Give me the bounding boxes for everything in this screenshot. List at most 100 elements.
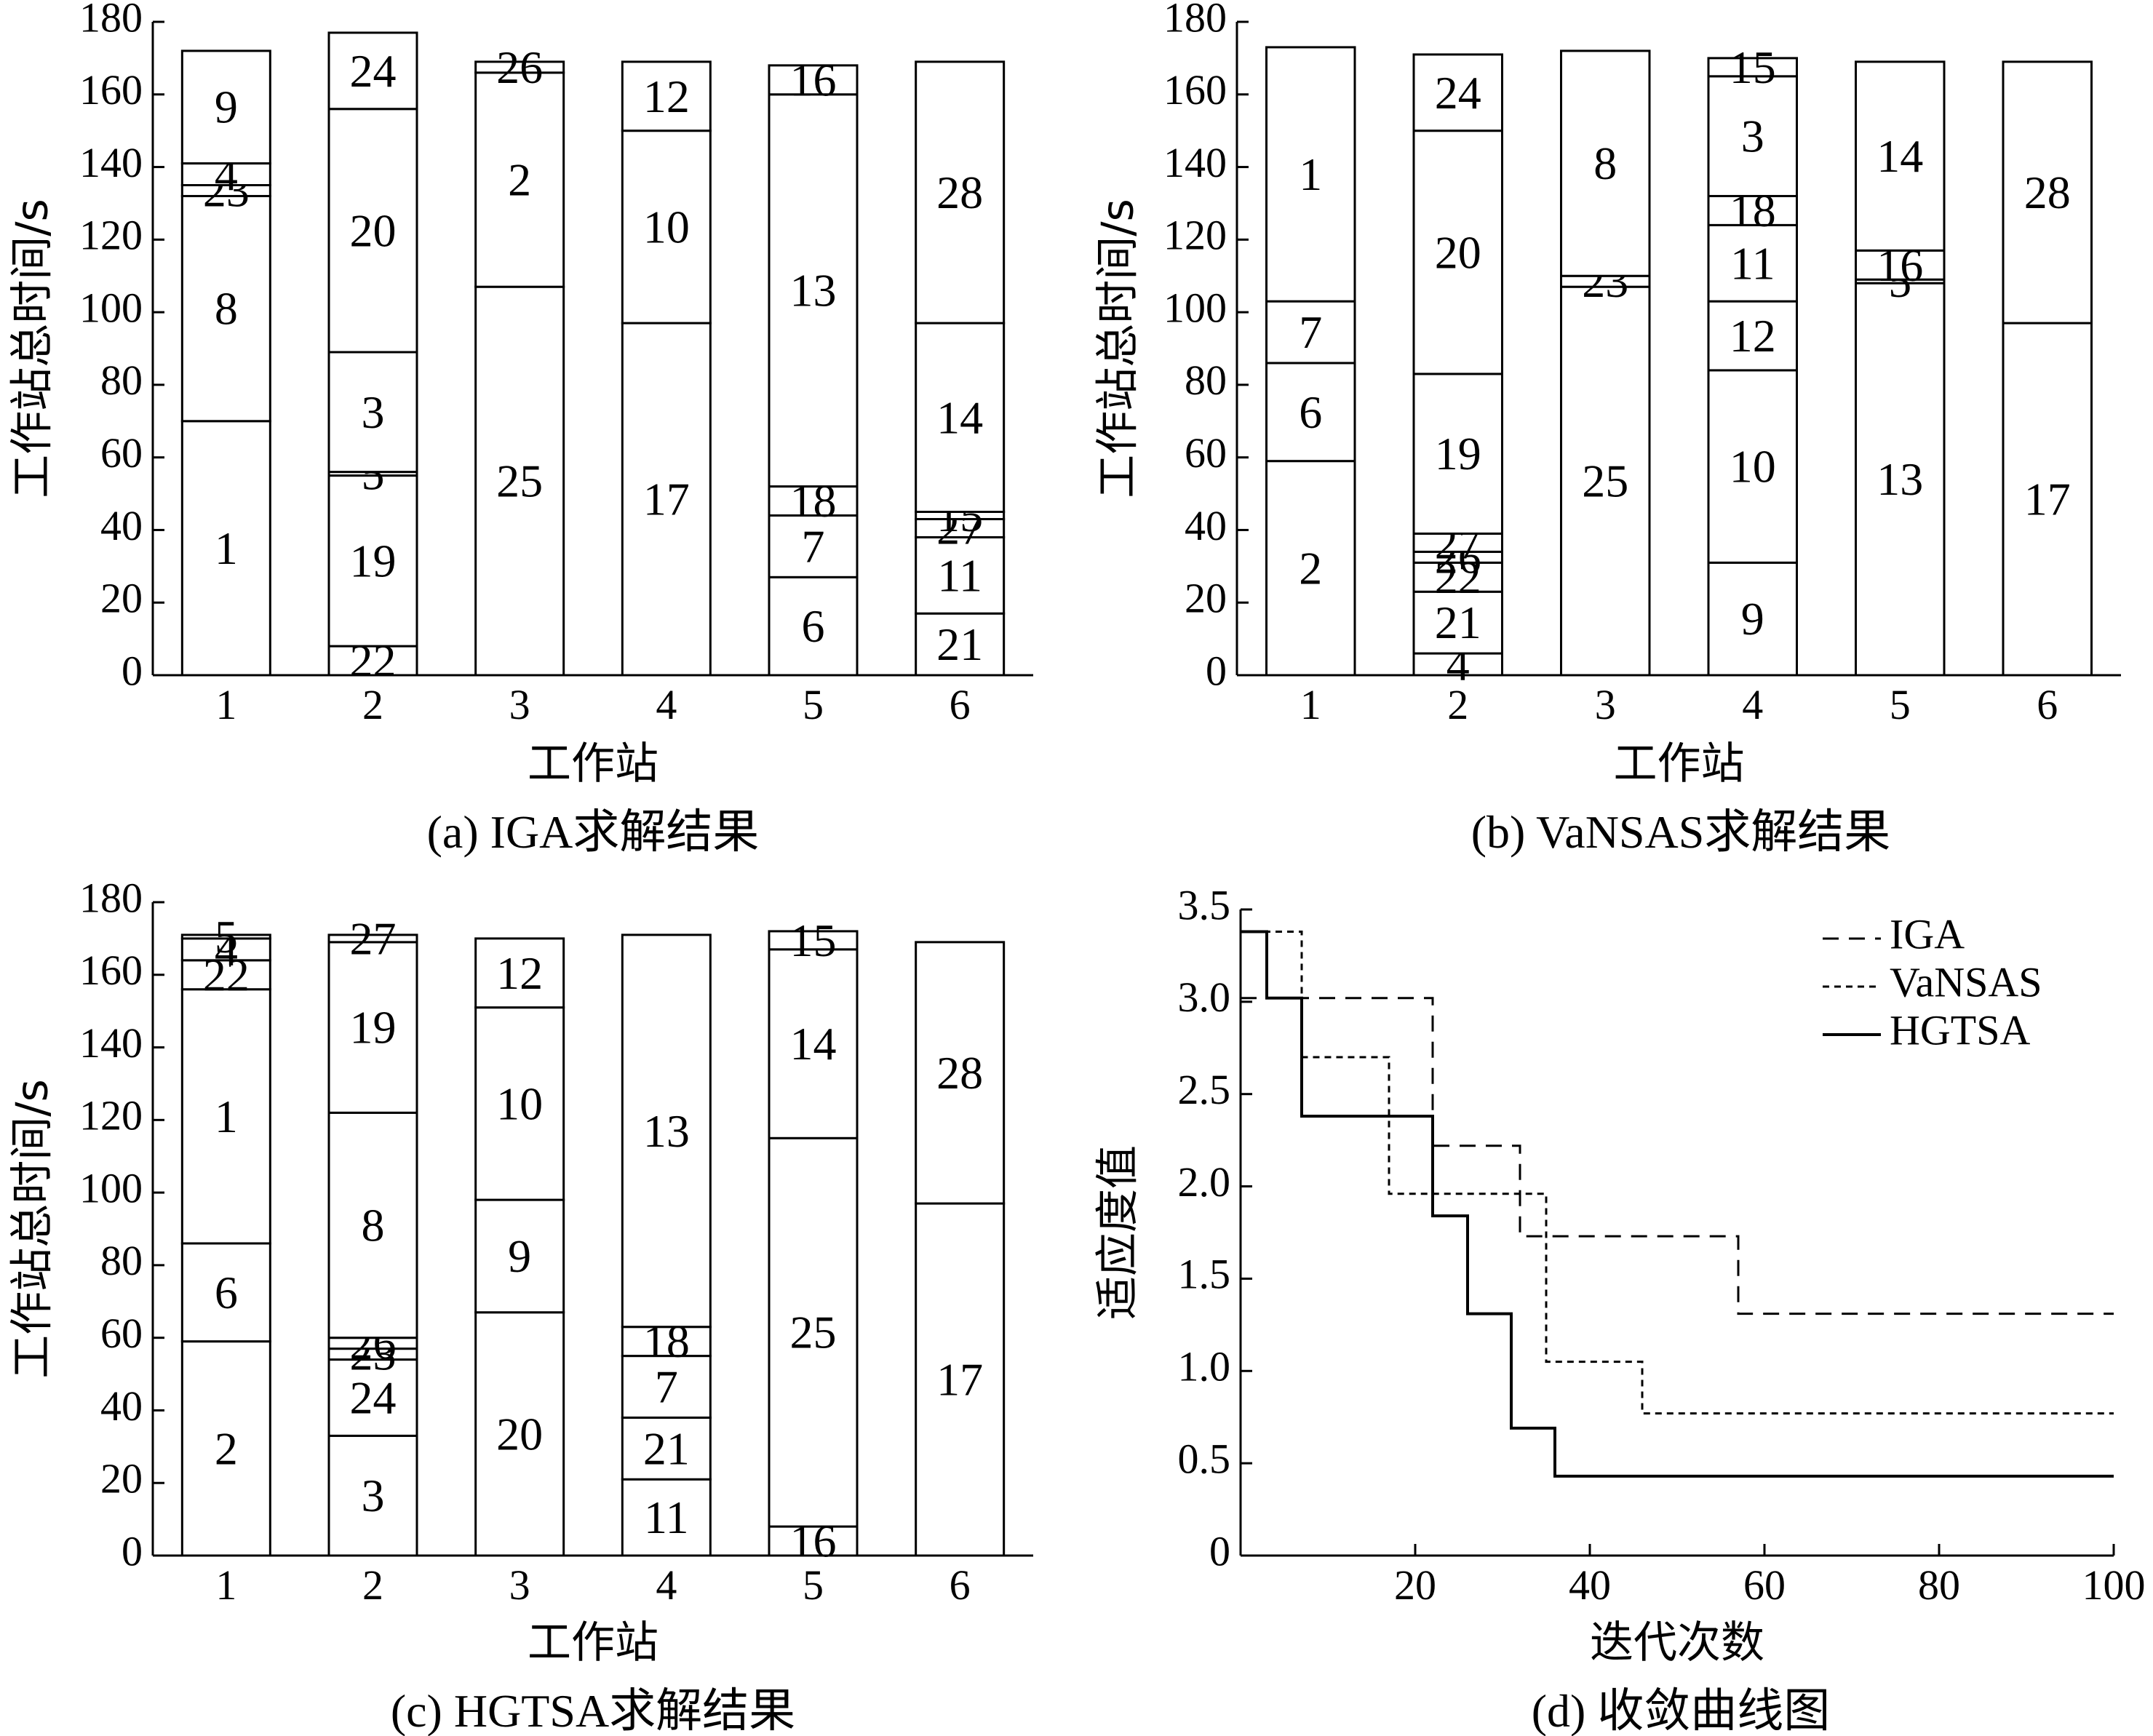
- task-2-segment: [474, 71, 565, 288]
- task-25-label: 25: [1582, 455, 1628, 507]
- task-17-segment: [2002, 322, 2093, 677]
- y-tick-label: 160: [79, 947, 143, 994]
- task-24-label: 24: [1435, 67, 1481, 119]
- task-18-segment: [768, 485, 859, 517]
- y-tick-label: 140: [79, 139, 143, 186]
- task-9-segment: [180, 49, 271, 165]
- task-8-segment: [180, 194, 271, 423]
- task-17-segment: [621, 322, 712, 677]
- task-17-label: 17: [2024, 474, 2071, 525]
- y-tick-label: 20: [100, 575, 143, 622]
- task-7-label: 7: [1299, 306, 1322, 358]
- task-11-label: 11: [937, 549, 982, 601]
- y-tick-label: 160: [79, 66, 143, 114]
- task-11-label: 11: [1730, 237, 1775, 289]
- task-27-label: 27: [350, 912, 397, 964]
- task-3-segment: [327, 351, 418, 474]
- task-21-segment: [1412, 590, 1503, 655]
- y-tick-label: 60: [100, 429, 143, 477]
- task-14-segment: [1855, 60, 1946, 252]
- task-28-segment: [915, 941, 1006, 1205]
- task-21-label: 21: [936, 618, 983, 670]
- task-7-label: 7: [802, 520, 825, 572]
- x-tick-label: 80: [1918, 1561, 1960, 1609]
- task-5-label: 5: [215, 911, 238, 963]
- task-16-segment: [768, 64, 859, 96]
- task-15-segment: [768, 930, 859, 951]
- y-tick-label: 0: [122, 647, 143, 694]
- task-3-label: 3: [362, 1470, 385, 1521]
- task-27-segment: [327, 933, 418, 944]
- iga-series-line: [1241, 997, 2114, 1315]
- y-tick-label: 180: [79, 0, 143, 41]
- y-tick-label: 20: [1185, 575, 1227, 622]
- y-tick-label: 40: [100, 502, 143, 549]
- y-tick-label: 100: [1163, 284, 1227, 331]
- task-4-label: 4: [215, 923, 238, 975]
- task-13-label: 13: [1877, 453, 1923, 505]
- task-26-label: 26: [496, 41, 543, 93]
- task-2-label: 2: [1299, 542, 1322, 594]
- x-tick-label: 5: [1890, 681, 1911, 728]
- task-9-label: 9: [508, 1230, 531, 1282]
- x-tick-label: 2: [362, 1561, 383, 1609]
- task-10-label: 10: [643, 201, 690, 252]
- y-tick-label: 2.5: [1178, 1066, 1231, 1113]
- task-11-label: 11: [644, 1492, 689, 1543]
- y-tick-label: 40: [1185, 502, 1227, 549]
- y-tick-label: 180: [1163, 0, 1227, 41]
- y-tick-label: 100: [79, 1164, 143, 1211]
- panel-caption: (d) 收敛曲线图: [1532, 1685, 1831, 1736]
- legend-hgtsa-label: HGTSA: [1890, 1006, 2030, 1054]
- task-14-label: 14: [1877, 130, 1923, 182]
- task-27-segment: [915, 517, 1006, 538]
- task-12-label: 12: [643, 71, 690, 122]
- x-tick-label: 6: [2037, 681, 2058, 728]
- y-tick-label: 120: [1163, 212, 1227, 259]
- task-9-label: 9: [215, 81, 238, 133]
- task-8-label: 8: [362, 1200, 385, 1251]
- task-19-segment: [1412, 373, 1503, 535]
- task-4-segment: [180, 937, 271, 962]
- x-tick-label: 4: [656, 681, 677, 728]
- task-13-label: 13: [643, 1105, 690, 1157]
- x-tick-label: 60: [1743, 1561, 1786, 1609]
- y-tick-label: 1.5: [1178, 1251, 1231, 1298]
- panel-b-vansas-bar-chart: 0204060801001201401601801267124212226271…: [1093, 0, 2121, 858]
- vansas-series-line: [1241, 930, 2114, 1415]
- x-tick-label: 40: [1569, 1561, 1611, 1609]
- task-13-segment: [1855, 282, 1946, 677]
- task-28-label: 28: [2024, 167, 2071, 218]
- task-14-segment: [768, 948, 859, 1139]
- task-9-segment: [474, 1198, 565, 1314]
- task-16-segment: [1855, 249, 1946, 281]
- task-9-segment: [1707, 561, 1798, 677]
- task-25-segment: [768, 1136, 859, 1528]
- task-10-segment: [474, 1006, 565, 1201]
- task-14-segment: [915, 322, 1006, 513]
- y-tick-label: 140: [79, 1019, 143, 1067]
- panel-caption: (c) HGTSA求解结果: [391, 1685, 795, 1736]
- x-tick-label: 5: [803, 681, 824, 728]
- task-8-segment: [1560, 49, 1651, 277]
- task-17-label: 17: [936, 1354, 983, 1406]
- task-3-segment: [1707, 75, 1798, 197]
- y-axis-label: 适应度值: [1093, 1145, 1144, 1320]
- y-tick-label: 0: [1206, 647, 1227, 694]
- y-tick-label: 2.0: [1178, 1158, 1231, 1206]
- task-24-label: 24: [350, 1371, 397, 1423]
- task-12-segment: [474, 937, 565, 1009]
- task-10-segment: [1707, 369, 1798, 564]
- y-tick-label: 0.5: [1178, 1435, 1231, 1482]
- hgtsa-series-line: [1241, 930, 2114, 1478]
- task-1-segment: [1265, 46, 1356, 303]
- task-24-segment: [327, 1358, 418, 1437]
- task-12-label: 12: [1730, 310, 1776, 362]
- task-2-segment: [180, 1340, 271, 1557]
- task-12-label: 12: [496, 947, 543, 999]
- task-20-label: 20: [496, 1408, 543, 1460]
- x-axis-label: 工作站: [528, 1617, 658, 1668]
- task-9-label: 9: [1741, 593, 1764, 645]
- task-11-segment: [915, 535, 1006, 615]
- x-axis-label: 工作站: [1614, 738, 1745, 789]
